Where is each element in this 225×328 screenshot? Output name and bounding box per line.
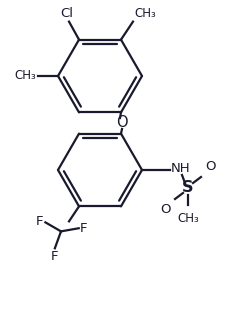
Text: O: O <box>204 160 215 173</box>
Text: CH₃: CH₃ <box>176 212 198 225</box>
Text: F: F <box>36 215 43 228</box>
Text: F: F <box>79 222 87 235</box>
Text: O: O <box>116 115 127 131</box>
Text: NH: NH <box>170 162 190 175</box>
Text: F: F <box>51 250 58 263</box>
Text: Cl: Cl <box>60 7 73 20</box>
Text: CH₃: CH₃ <box>133 7 155 20</box>
Text: O: O <box>160 203 170 216</box>
Text: CH₃: CH₃ <box>14 70 36 83</box>
Text: S: S <box>181 180 193 195</box>
